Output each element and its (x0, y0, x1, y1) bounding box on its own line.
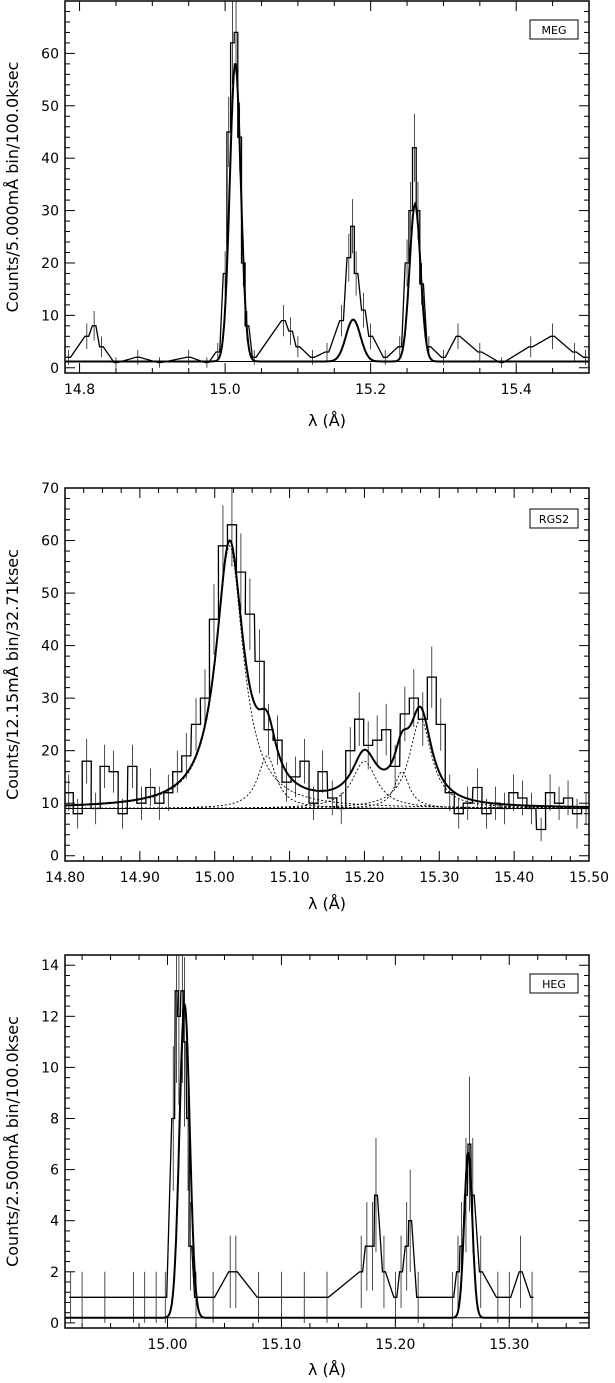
meg-y-tick-label: 60 (41, 46, 59, 62)
rgs2-legend-box (529, 508, 579, 529)
meg-data-layer (65, 1, 589, 368)
rgs2-data-layer (65, 488, 589, 842)
heg-x-axis-title: λ (Å) (308, 1360, 346, 1379)
rgs2-x-tick-label: 15.20 (344, 870, 384, 886)
rgs2-x-tick-label: 14.90 (120, 870, 160, 886)
meg-y-tick-label: 0 (50, 361, 59, 377)
rgs2-y-tick-label: 40 (41, 639, 59, 655)
meg-x-tick-label: 15.0 (210, 382, 241, 398)
meg-legend-box (529, 19, 579, 40)
meg-plot-frame (64, 0, 590, 374)
rgs2-legend-label: RGS2 (539, 513, 569, 526)
rgs2-y-tick-label: 70 (41, 481, 59, 497)
rgs2-component-3 (65, 771, 589, 809)
rgs2-x-tick-label: 15.50 (569, 870, 609, 886)
rgs2-model-fit (65, 539, 589, 808)
meg-y-tick-label: 10 (41, 308, 59, 324)
rgs2-y-tick-label: 60 (41, 534, 59, 550)
meg-y-tick-label: 30 (41, 204, 59, 220)
meg-y-tick-label: 50 (41, 99, 59, 115)
meg-x-axis-title: λ (Å) (308, 411, 346, 430)
heg-y-tick-label: 2 (50, 1265, 59, 1281)
heg-model-fit (65, 1003, 589, 1319)
rgs2-y-tick-label: 50 (41, 586, 59, 602)
panel-rgs2: 14.80 14.90 15.00 15.10 15.20 15.30 15.40 15.50… (3, 481, 609, 913)
rgs2-y-tick-label: 0 (50, 849, 59, 865)
heg-histogram (69, 990, 534, 1298)
panel-heg: 15.00 15.10 15.20 15.30 0 2 4 6 8 10 12 14 λ (Å) Coun… (3, 954, 590, 1379)
meg-x-tick-label: 15.4 (501, 382, 532, 398)
heg-y-tick-label: 8 (50, 1112, 59, 1128)
heg-legend-box (529, 973, 579, 994)
rgs2-y-axis-title: Counts/12.15mÅ bin/32.71ksec (3, 549, 22, 800)
rgs2-x-tick-label: 15.10 (270, 870, 310, 886)
heg-y-tick-label: 4 (50, 1214, 59, 1230)
rgs2-component-4 (65, 718, 589, 809)
heg-y-axis-title: Counts/2.500mÅ bin/100.0ksec (3, 1016, 22, 1267)
meg-y-tick-label: 40 (41, 151, 59, 167)
rgs2-component-0 (65, 545, 589, 809)
heg-data-layer (65, 955, 589, 1323)
heg-plot-frame (64, 954, 590, 1329)
meg-histogram (66, 31, 588, 364)
heg-y-tick-label: 12 (41, 1009, 59, 1025)
rgs2-histogram (65, 524, 589, 831)
heg-y-tick-label: 14 (41, 958, 59, 974)
panel-meg: 14.8 15.0 15.2 15.4 0 10 20 30 40 50 60 λ (Å) Counts… (3, 0, 590, 430)
meg-y-tick-label: 20 (41, 256, 59, 272)
heg-x-tick-label: 15.20 (375, 1337, 415, 1353)
rgs2-x-axis-title: λ (Å) (308, 894, 346, 913)
rgs2-x-tick-label: 15.00 (195, 870, 235, 886)
rgs2-x-tick-label: 15.40 (494, 870, 534, 886)
rgs2-y-tick-label: 20 (41, 744, 59, 760)
heg-x-tick-label: 15.10 (261, 1337, 301, 1353)
meg-x-tick-label: 14.8 (64, 382, 95, 398)
meg-y-axis-title: Counts/5.000mÅ bin/100.0ksec (3, 62, 22, 313)
rgs2-y-tick-label: 10 (41, 796, 59, 812)
heg-y-tick-label: 0 (50, 1316, 59, 1332)
heg-x-tick-label: 15.00 (147, 1337, 187, 1353)
meg-legend-label: MEG (542, 24, 567, 37)
meg-model-fit (65, 63, 589, 363)
meg-x-tick-label: 15.2 (355, 382, 386, 398)
heg-x-tick-label: 15.30 (489, 1337, 529, 1353)
rgs2-x-tick-label: 14.80 (45, 870, 85, 886)
heg-y-tick-label: 10 (41, 1060, 59, 1076)
rgs2-x-tick-label: 15.30 (419, 870, 459, 886)
heg-y-tick-label: 6 (50, 1163, 59, 1179)
rgs2-y-tick-label: 30 (41, 691, 59, 707)
heg-legend-label: HEG (542, 978, 566, 991)
